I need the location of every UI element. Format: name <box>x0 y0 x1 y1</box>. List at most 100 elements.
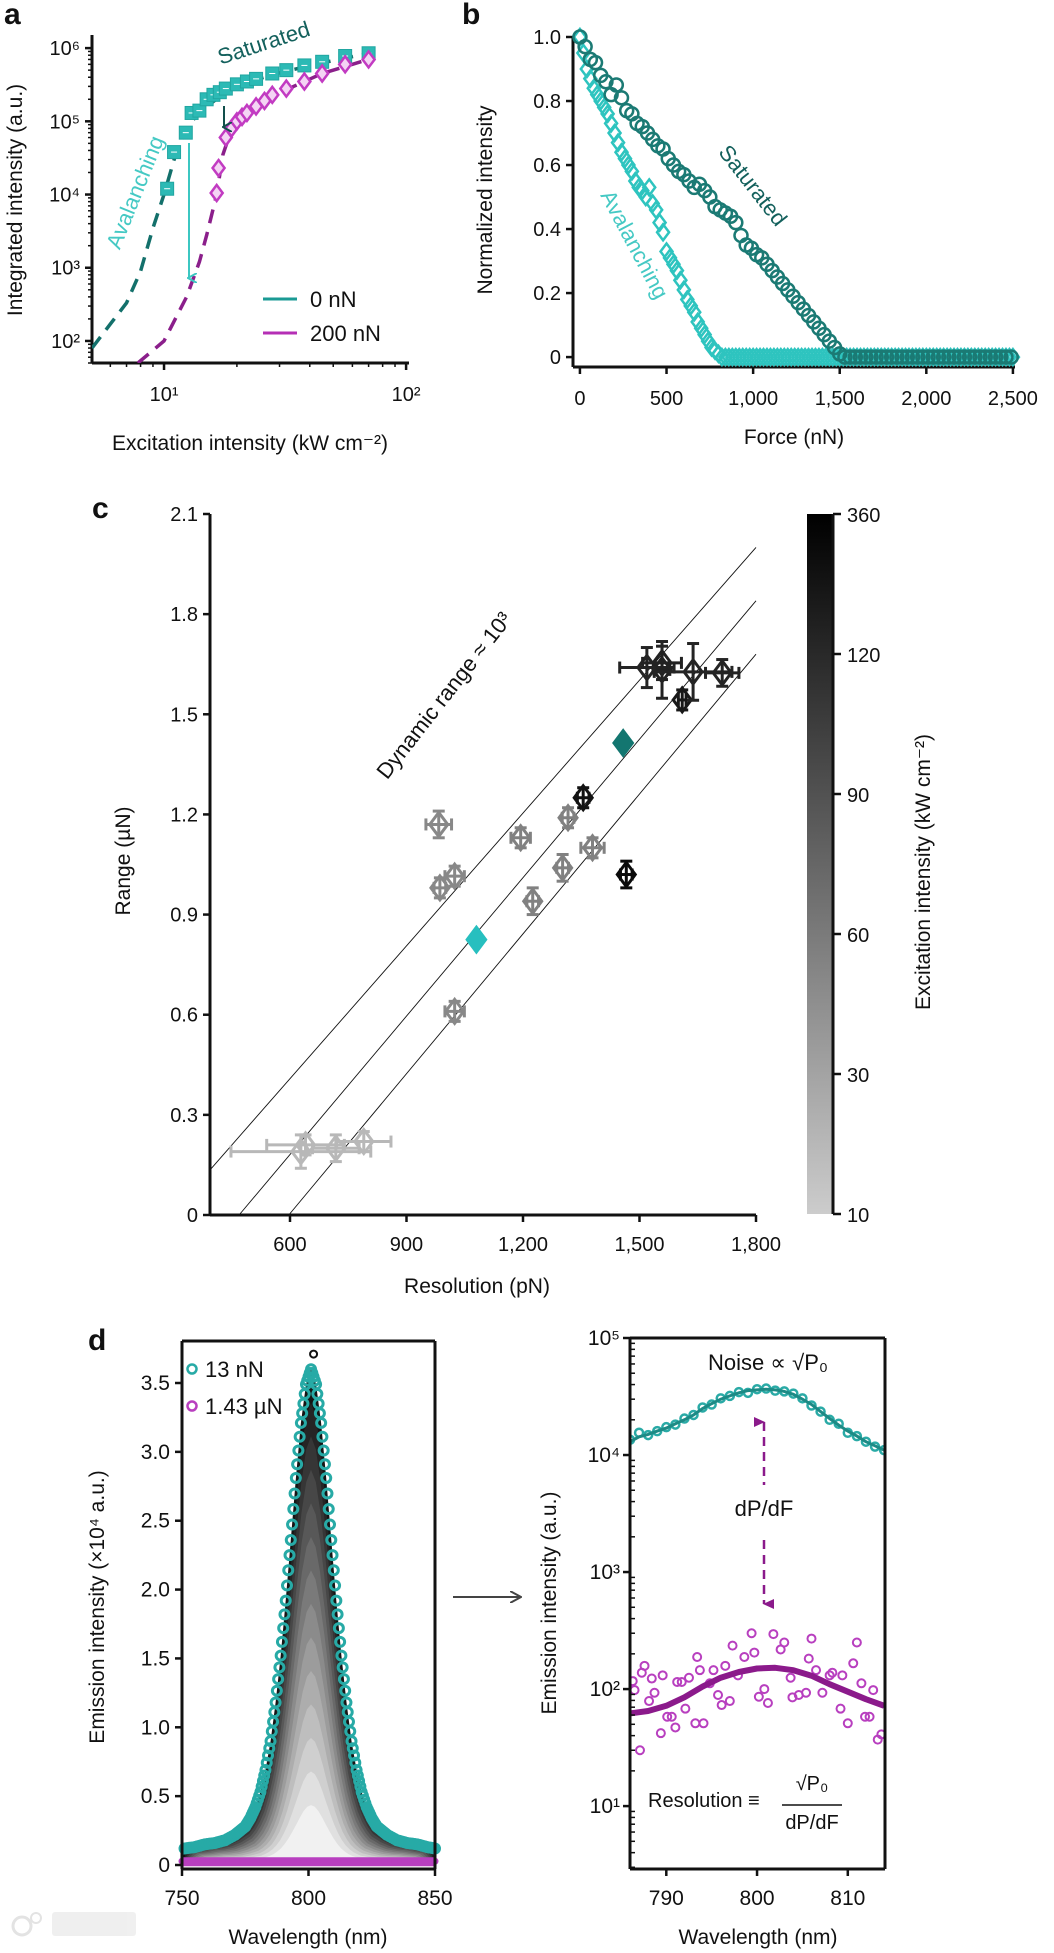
data-point-13nN <box>327 1564 340 1577</box>
data-point-1.43uN <box>630 1685 640 1696</box>
data-point-1.43uN <box>801 1687 812 1698</box>
colorbar-tick-label: 360 <box>847 505 880 527</box>
x-tick-label: 2,000 <box>901 388 951 410</box>
y-tick-label: 1.0 <box>533 27 561 49</box>
x-tick-label: 1,500 <box>614 1234 664 1256</box>
data-point-200nN <box>337 54 353 75</box>
data-point-avalanching <box>655 222 671 243</box>
y-tick-label: 0.2 <box>533 283 561 305</box>
y-tick-label: 0 <box>158 1854 170 1877</box>
y-tick-label: 0 <box>187 1205 198 1227</box>
data-point-1.43uN <box>746 1628 757 1639</box>
data-point-saturated <box>982 349 999 365</box>
panel-d-left-chart: 750 800 850 0 0.5 1.0 1.5 2.0 2.5 3.0 3.5 13 nN 1.43… <box>86 1339 453 1949</box>
data-point-1.43uN <box>811 1665 822 1676</box>
data-point-13nN <box>277 1622 290 1635</box>
fit-curve-13nN <box>630 1387 885 1452</box>
panel-label-d: d <box>88 1324 106 1357</box>
data-point-13nN <box>260 1756 273 1769</box>
y-tick-label: 2.5 <box>141 1510 170 1533</box>
data-point-saturated <box>598 74 614 90</box>
data-point <box>615 860 638 890</box>
data-point-saturated <box>998 349 1014 365</box>
data-point-1.43uN <box>188 1857 196 1865</box>
x-tick-label: 810 <box>830 1887 865 1910</box>
data-point <box>429 873 451 903</box>
x-tick-label: 790 <box>649 1887 684 1910</box>
data-point-13nN <box>263 1742 276 1755</box>
data-point-1.43uN <box>824 1670 835 1681</box>
data-point-13nN <box>298 1388 311 1401</box>
data-point-1.43uN <box>803 1653 814 1664</box>
data-point-1.43uN <box>218 1857 226 1865</box>
data-point-saturated <box>577 38 593 55</box>
data-point-200nN <box>361 49 377 70</box>
data-point-saturated <box>889 349 905 365</box>
y-tick-label: 2.1 <box>170 504 198 526</box>
legend-marker <box>186 1400 198 1412</box>
data-point-13nN <box>339 1684 352 1697</box>
spectrum-fill <box>182 1805 435 1866</box>
data-point-1.43uN <box>876 1729 885 1740</box>
data-point-13nN <box>284 1533 297 1546</box>
data-point-1.43uN <box>692 1651 703 1662</box>
legend-marker <box>186 1363 198 1375</box>
data-point-1.43uN <box>708 1665 719 1676</box>
data-point <box>509 823 532 853</box>
y-axis-label: Range (µN) <box>112 807 135 916</box>
data-point-1.43uN <box>851 1637 862 1648</box>
y-axis-label: Normalized intensity <box>474 105 497 295</box>
panel-b-chart: 0 500 1,000 1,500 2,000 2,500 0 0.2 0.4 0.6 0.8 1.0… <box>474 26 1038 449</box>
y-tick-label: 10⁴ <box>49 185 80 207</box>
data-point <box>427 809 450 839</box>
data-point-13nN <box>325 1533 338 1546</box>
fit-curve-1.43uN <box>630 1664 885 1717</box>
x-tick-label: 750 <box>164 1887 199 1910</box>
data-point-13nN <box>851 1430 863 1442</box>
data-point-13nN <box>262 1749 275 1762</box>
data-point-13nN <box>330 1594 343 1607</box>
data-point-13nN <box>860 1436 872 1447</box>
data-point-1.43uN <box>817 1687 828 1698</box>
data-point-saturated <box>920 349 936 365</box>
data-point-saturated <box>873 349 890 365</box>
y-tick-label: 0.9 <box>170 905 198 927</box>
highlighted-data-point <box>612 728 635 758</box>
data-point-1.43uN <box>672 1676 683 1687</box>
legend-label: 0 nN <box>310 287 356 312</box>
data-point-1.43uN <box>198 1857 206 1865</box>
data-point-1.43uN <box>842 1718 853 1729</box>
data-point-saturated <box>587 54 604 71</box>
data-point-1.43uN <box>249 1857 257 1865</box>
x-tick-label: 850 <box>417 1887 452 1910</box>
data-point-1.43uN <box>785 1672 796 1683</box>
data-point <box>551 853 574 883</box>
colorbar-tick-label: 120 <box>847 645 880 667</box>
data-point-saturated <box>847 349 864 365</box>
data-point-saturated <box>967 349 983 365</box>
data-point-13nN <box>264 1735 277 1748</box>
data-point <box>324 1133 347 1163</box>
data-point-1.43uN <box>727 1640 738 1651</box>
data-point-1.43uN <box>762 1698 773 1709</box>
x-axis-label: Wavelength (nm) <box>228 1926 387 1949</box>
data-point-saturated <box>899 349 916 365</box>
x-tick-label: 900 <box>390 1234 423 1256</box>
data-point-1.43uN <box>630 1676 638 1687</box>
data-point <box>651 655 673 685</box>
data-point <box>581 833 604 863</box>
x-tick-label: 1,200 <box>498 1234 548 1256</box>
data-point-13nN <box>293 1430 306 1443</box>
data-point-saturated <box>956 349 973 365</box>
x-tick-label: 500 <box>650 388 683 410</box>
data-point-1.43uN <box>694 1665 705 1676</box>
data-point-13nN <box>322 1503 335 1516</box>
data-point-13nN <box>348 1749 361 1762</box>
data-point-200nN <box>278 78 294 99</box>
highlighted-data-point <box>465 924 488 955</box>
data-point-1.43uN <box>289 1857 297 1865</box>
data-point-1.43uN <box>269 1857 277 1865</box>
data-point-13nN <box>349 1756 362 1769</box>
data-point-saturated <box>941 349 957 365</box>
data-point-saturated <box>935 349 952 365</box>
